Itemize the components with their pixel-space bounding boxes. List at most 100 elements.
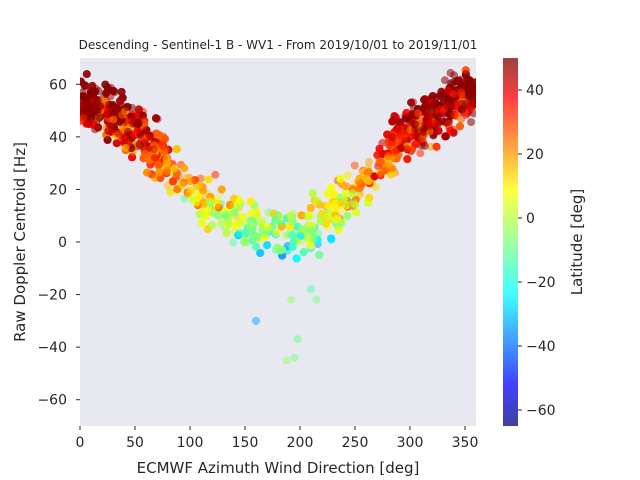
data-point <box>288 242 297 251</box>
data-point <box>162 167 171 175</box>
data-point <box>90 102 99 111</box>
data-point <box>156 174 165 183</box>
data-point <box>116 96 125 105</box>
data-point <box>257 219 266 228</box>
x-tick-label: 250 <box>342 435 369 451</box>
data-point <box>152 114 160 123</box>
data-point <box>204 175 213 184</box>
data-point <box>172 145 181 154</box>
data-point <box>123 103 132 111</box>
data-point <box>226 201 234 209</box>
data-point <box>376 157 385 166</box>
data-point <box>287 295 296 304</box>
data-point <box>82 98 90 107</box>
y-tick-label: 60 <box>49 77 67 93</box>
data-point <box>269 209 278 218</box>
data-point <box>463 82 472 91</box>
scatter-points <box>80 66 476 365</box>
data-point <box>350 161 359 170</box>
data-point <box>155 160 164 169</box>
data-point <box>432 142 441 151</box>
data-point <box>82 104 91 113</box>
data-point <box>299 248 308 257</box>
data-point <box>142 126 151 135</box>
data-point <box>425 119 434 128</box>
data-point <box>202 212 211 220</box>
data-point <box>441 132 450 141</box>
data-point <box>467 118 476 127</box>
data-point <box>348 189 357 198</box>
data-point <box>123 127 132 136</box>
data-point <box>217 185 226 194</box>
data-point <box>343 171 352 180</box>
data-point <box>443 102 452 111</box>
data-point <box>464 75 473 84</box>
data-point <box>324 213 333 222</box>
data-point <box>277 222 286 231</box>
data-point <box>450 111 459 119</box>
data-point <box>323 189 332 198</box>
x-tick-label: 50 <box>126 435 144 451</box>
data-point <box>103 135 112 144</box>
data-point <box>272 229 281 238</box>
colorbar-tick-label: −60 <box>526 403 556 419</box>
chart-title: Descending - Sentinel-1 B - WV1 - From 2… <box>79 38 478 52</box>
data-point <box>297 211 306 220</box>
data-point <box>421 108 430 117</box>
data-point <box>246 197 255 206</box>
data-point <box>421 102 429 111</box>
data-point <box>158 140 167 148</box>
x-tick-label: 350 <box>452 435 479 451</box>
data-point <box>239 213 247 221</box>
data-point <box>80 114 88 122</box>
y-tick-label: 20 <box>49 182 67 198</box>
data-point <box>256 249 265 257</box>
data-point <box>211 170 220 179</box>
data-point <box>155 167 164 176</box>
data-point <box>442 118 451 127</box>
data-point <box>393 124 402 133</box>
data-point <box>143 168 151 177</box>
data-point <box>327 183 336 192</box>
data-point <box>214 203 223 212</box>
data-point <box>194 192 203 201</box>
data-point <box>388 117 397 126</box>
data-point <box>292 254 301 263</box>
data-point <box>458 105 467 114</box>
data-point <box>384 159 393 168</box>
data-point <box>102 89 111 98</box>
data-point <box>82 70 91 79</box>
data-point <box>246 216 255 225</box>
data-point <box>224 219 233 228</box>
data-point <box>307 285 315 294</box>
data-point <box>334 225 343 234</box>
data-point <box>149 145 158 154</box>
data-point <box>94 123 103 132</box>
y-axis-label: Raw Doppler Centroid [Hz] <box>11 142 29 342</box>
data-point <box>318 210 327 218</box>
data-point <box>130 131 138 140</box>
y-axis: −60 −40 −20 0 20 40 60 <box>37 77 80 409</box>
data-point <box>411 140 420 149</box>
data-point <box>134 105 143 114</box>
data-point <box>150 153 159 162</box>
data-point <box>456 122 464 131</box>
data-point <box>247 227 256 236</box>
data-point <box>235 196 244 205</box>
data-point <box>192 198 200 207</box>
data-point <box>444 86 453 95</box>
data-point <box>128 119 137 128</box>
data-point <box>385 141 394 150</box>
data-point <box>362 175 371 184</box>
data-point <box>312 295 321 304</box>
data-point <box>162 159 171 168</box>
data-point <box>89 87 98 96</box>
data-point <box>134 119 143 128</box>
data-point <box>443 94 452 103</box>
data-point <box>282 356 291 365</box>
data-point <box>95 113 104 122</box>
data-point <box>80 92 87 101</box>
data-point <box>446 68 455 77</box>
data-point <box>121 133 130 142</box>
